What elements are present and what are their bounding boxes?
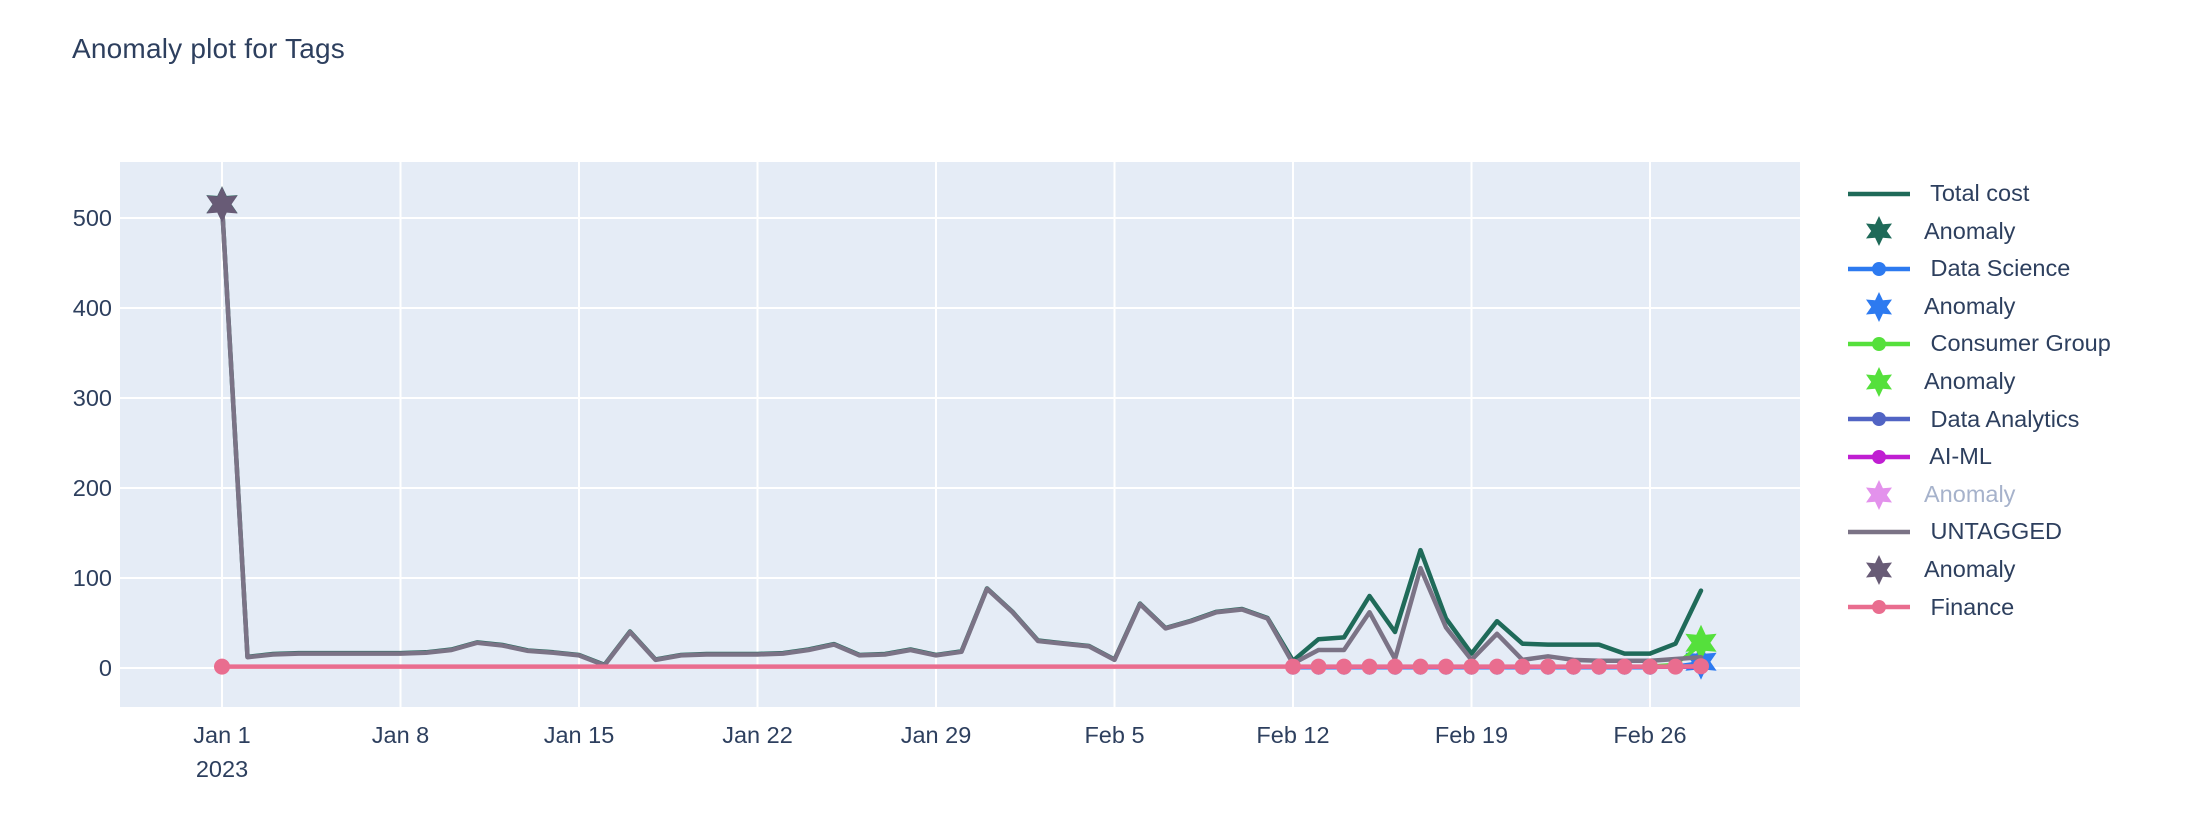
- legend-item-consumer-group-4[interactable]: Consumer Group: [1840, 325, 2190, 363]
- series-point-marker: [214, 658, 230, 675]
- series-point-marker: [1514, 658, 1531, 675]
- anomaly-star-marker: [1685, 624, 1717, 661]
- x-tick-label: Jan 8: [372, 722, 430, 748]
- series-anomaly-consumer-group: [1685, 624, 1717, 661]
- series-point-marker: [1540, 658, 1556, 675]
- legend-item-ai-ml-7[interactable]: AI-ML: [1840, 438, 2190, 476]
- legend-label: Consumer Group: [1924, 330, 2111, 357]
- legend-label: Anomaly: [1924, 555, 2016, 582]
- series-point-marker: [1616, 658, 1633, 675]
- chart-legend: Total cost Anomaly Data Science Anomaly Co…: [1840, 175, 2190, 626]
- legend-item-anomaly-10[interactable]: Anomaly: [1840, 551, 2190, 589]
- series-point-marker: [1565, 658, 1582, 675]
- legend-item-anomaly-5[interactable]: Anomaly: [1840, 363, 2190, 401]
- legend-label: Data Analytics: [1924, 405, 2080, 432]
- anomaly-star-icon: [1866, 554, 1892, 585]
- y-tick-label: 500: [73, 205, 112, 231]
- legend-item-finance-11[interactable]: Finance: [1840, 589, 2190, 627]
- series-point-marker: [1310, 658, 1327, 675]
- x-tick-label: Feb 19: [1435, 722, 1508, 748]
- legend-label: UNTAGGED: [1924, 518, 2062, 545]
- legend-label: Data Science: [1924, 255, 2071, 282]
- series-point-marker: [1591, 658, 1607, 675]
- x-tick-label: Jan 29: [901, 722, 972, 748]
- series-point-marker: [1336, 658, 1352, 675]
- y-tick-label: 300: [73, 385, 112, 411]
- y-tick-label: 0: [99, 655, 112, 681]
- x-tick-label: Jan 22: [722, 722, 793, 748]
- legend-label: Anomaly: [1924, 292, 2016, 319]
- legend-item-anomaly-3[interactable]: Anomaly: [1840, 288, 2190, 326]
- page-title: Anomaly plot for Tags: [72, 33, 345, 64]
- series-untagged: [219, 202, 1704, 668]
- series-point-marker: [1667, 658, 1684, 675]
- y-tick-label: 400: [73, 295, 112, 321]
- legend-item-total-cost-0[interactable]: Total cost: [1840, 175, 2190, 213]
- legend-item-anomaly-8[interactable]: Anomaly: [1840, 476, 2190, 514]
- series-swatch-icon: [1848, 529, 1910, 535]
- series-swatch-icon: [1848, 337, 1910, 352]
- legend-label: Finance: [1924, 593, 2015, 620]
- legend-item-untagged-9[interactable]: UNTAGGED: [1840, 513, 2190, 551]
- x-tick-label: Feb 26: [1613, 722, 1686, 748]
- y-tick-label: 100: [73, 565, 112, 591]
- y-tick-label: 200: [73, 475, 112, 501]
- legend-label: Total cost: [1924, 180, 2030, 207]
- anomaly-star-icon: [1866, 366, 1892, 397]
- legend-label: Anomaly: [1924, 480, 2016, 507]
- legend-item-data-science-2[interactable]: Data Science: [1840, 250, 2190, 288]
- x-tick-label: Jan 15: [544, 722, 615, 748]
- series-swatch-icon: [1848, 600, 1910, 615]
- plot-area[interactable]: [120, 162, 1800, 707]
- anomaly-star-marker: [206, 186, 238, 223]
- series-point-marker: [1642, 658, 1658, 675]
- series-point-marker: [1285, 658, 1301, 675]
- legend-label: Anomaly: [1924, 368, 2016, 395]
- series-point-marker: [1463, 658, 1480, 675]
- series-anomaly-untagged: [206, 186, 238, 223]
- series-point-marker: [1412, 658, 1429, 675]
- anomaly-star-icon: [1866, 216, 1892, 247]
- series-point-marker: [1438, 658, 1454, 675]
- series-finance: [214, 658, 1709, 675]
- series-swatch-icon: [1848, 412, 1910, 427]
- x-tick-label: Jan 1: [193, 722, 251, 748]
- series-line: [219, 202, 1704, 668]
- series-point-marker: [1387, 658, 1403, 675]
- legend-item-anomaly-1[interactable]: Anomaly: [1840, 213, 2190, 251]
- series-swatch-icon: [1848, 449, 1910, 464]
- series-point-marker: [1361, 658, 1378, 675]
- legend-label: AI-ML: [1924, 443, 1992, 470]
- series-swatch-icon: [1848, 261, 1910, 276]
- legend-label: Anomaly: [1924, 217, 2016, 244]
- anomaly-star-icon: [1866, 479, 1892, 510]
- x-tick-label: Feb 12: [1256, 722, 1329, 748]
- legend-item-data-analytics-6[interactable]: Data Analytics: [1840, 401, 2190, 439]
- series-swatch-icon: [1848, 191, 1910, 197]
- axis-tick-labels: Jan 1 2023 Jan 8 Jan 15 Jan 22 Jan 29 Feb 5 Feb…: [73, 205, 1687, 782]
- gridlines: [120, 162, 1800, 707]
- anomaly-star-icon: [1866, 291, 1892, 322]
- x-tick-label: 2023: [196, 756, 248, 782]
- series-point-marker: [1489, 658, 1505, 675]
- x-tick-label: Feb 5: [1084, 722, 1144, 748]
- series-point-marker: [1693, 658, 1709, 675]
